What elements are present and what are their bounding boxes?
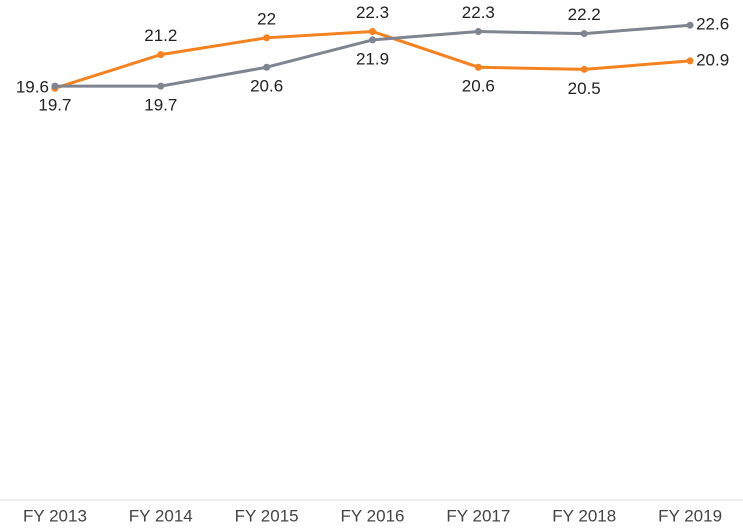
series-marker — [686, 21, 694, 29]
data-label: 19.7 — [38, 96, 71, 115]
series-marker — [51, 82, 59, 90]
series-marker — [369, 36, 376, 44]
series-marker — [263, 34, 271, 42]
x-tick-label: FY 2014 — [129, 506, 193, 525]
x-tick-label: FY 2019 — [658, 506, 722, 525]
series-marker — [580, 65, 588, 73]
data-label: 22 — [257, 9, 276, 28]
x-tick-label: FY 2016 — [341, 506, 405, 525]
series-marker — [369, 28, 376, 36]
data-label: 19.6 — [16, 78, 49, 97]
data-label: 20.5 — [568, 79, 601, 98]
data-label: 21.9 — [356, 49, 389, 68]
data-label: 20.9 — [696, 50, 729, 69]
x-tick-label: FY 2018 — [552, 506, 616, 525]
series-marker — [157, 82, 165, 90]
series-marker — [686, 57, 694, 65]
series-marker — [474, 63, 482, 71]
series-marker — [474, 28, 482, 36]
x-tick-label: FY 2015 — [235, 506, 299, 525]
x-tick-label: FY 2017 — [446, 506, 510, 525]
data-label: 20.6 — [250, 77, 283, 96]
data-label: 19.7 — [144, 96, 177, 115]
data-label: 22.2 — [568, 5, 601, 24]
data-label: 22.3 — [356, 3, 389, 22]
series-marker — [157, 51, 165, 59]
series-marker — [263, 63, 271, 71]
data-label: 22.6 — [696, 15, 729, 34]
data-label: 20.6 — [462, 77, 495, 96]
data-label: 21.2 — [144, 26, 177, 45]
series-marker — [580, 30, 588, 38]
data-label: 22.3 — [462, 3, 495, 22]
x-tick-label: FY 2013 — [23, 506, 87, 525]
